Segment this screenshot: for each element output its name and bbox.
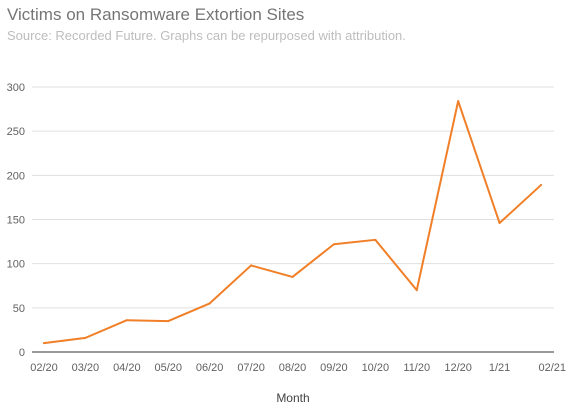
x-tick-label: 1/21 [489, 362, 510, 374]
data-point [457, 100, 460, 103]
chart-title: Victims on Ransomware Extortion Sites [7, 5, 305, 24]
x-tick-label: 10/20 [362, 362, 390, 374]
x-tick-label: 08/20 [279, 362, 307, 374]
x-tick-label: 06/20 [196, 362, 224, 374]
series-layer [43, 100, 542, 345]
y-tick-label: 50 [13, 303, 25, 315]
x-tick-label: 03/20 [72, 362, 100, 374]
data-point [167, 320, 170, 323]
x-tick-label: 04/20 [113, 362, 141, 374]
x-tick-label: 09/20 [320, 362, 348, 374]
data-point [43, 342, 45, 345]
data-point [498, 222, 501, 225]
gridlines [32, 86, 554, 309]
y-tick-label: 0 [19, 347, 25, 359]
data-point [374, 238, 377, 241]
chart-subtitle: Source: Recorded Future. Graphs can be r… [7, 28, 406, 43]
data-point [84, 336, 87, 339]
data-point [250, 264, 253, 267]
data-point [291, 275, 294, 278]
y-tick-label: 200 [7, 170, 25, 182]
y-tick-label: 300 [7, 82, 25, 94]
x-tick-label: 11/20 [403, 362, 430, 374]
x-tick-label: 02/20 [30, 362, 58, 374]
y-axis-ticks: 0 50 100 150 200 250 300 [7, 82, 25, 359]
data-point [540, 184, 542, 187]
data-point [208, 302, 211, 305]
x-tick-label: 12/20 [444, 362, 472, 374]
data-point [415, 289, 418, 292]
y-tick-label: 150 [7, 215, 25, 227]
x-tick-label: 07/20 [237, 362, 265, 374]
data-point [125, 319, 128, 322]
x-axis-title: Month [276, 391, 309, 405]
x-tick-label: 02/21 [538, 362, 566, 374]
data-point [332, 243, 335, 246]
x-tick-label: 05/20 [154, 362, 182, 374]
series-line [43, 100, 542, 345]
y-tick-label: 100 [7, 259, 25, 271]
x-axis-ticks: 02/20 03/20 04/20 05/20 06/20 07/20 08/20 09/20… [30, 362, 566, 374]
y-tick-label: 250 [7, 126, 25, 138]
